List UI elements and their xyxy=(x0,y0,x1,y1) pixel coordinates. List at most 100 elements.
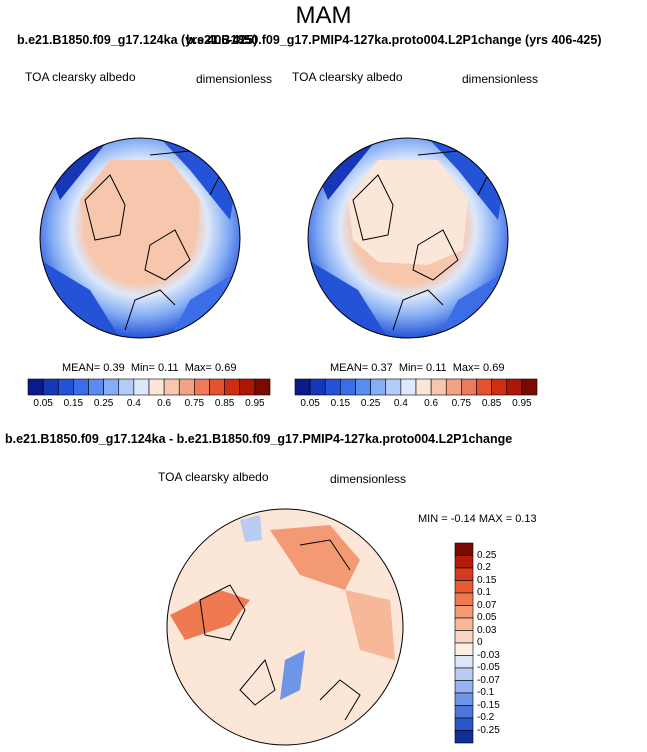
min-label: Min= xyxy=(130,362,155,374)
colorbar-swatch xyxy=(445,378,462,396)
colorbar-swatch xyxy=(57,378,74,396)
colorbar-tick-label: 0.25 xyxy=(360,398,381,409)
colorbar-tick-label: -0.1 xyxy=(477,687,495,698)
colorbar-swatch xyxy=(103,378,120,396)
panel3-units-label: dimensionless xyxy=(330,472,407,486)
colorbar-swatch xyxy=(454,655,474,669)
map3-positive-region xyxy=(170,590,250,640)
panel2-stats: MEAN= 0.37 Min= 0.11 Max= 0.69 xyxy=(330,362,504,374)
colorbar-swatch xyxy=(163,378,180,396)
colorbar-swatch xyxy=(254,378,271,396)
colorbar-swatch xyxy=(454,642,474,656)
colorbar-tick-label: 0.85 xyxy=(481,398,502,409)
colorbar-swatch xyxy=(355,378,371,396)
panel1-units-label: dimensionless xyxy=(196,72,273,86)
colorbar-swatch xyxy=(454,667,474,681)
colorbar-swatch xyxy=(476,378,492,396)
map2-coastline xyxy=(392,289,444,331)
colorbar-tick-label: 0.15 xyxy=(477,574,497,586)
colorbar-swatch xyxy=(224,378,241,396)
colorbar-swatch xyxy=(454,692,474,706)
colorbar-swatch xyxy=(454,617,474,631)
colorbar-tick-label: 0.05 xyxy=(33,398,53,409)
map3-coastline xyxy=(199,584,246,641)
colorbar-swatch xyxy=(239,378,256,396)
colorbar-swatch xyxy=(454,592,474,606)
map3-positive-region xyxy=(270,525,360,590)
colorbar-tick-label: 0.15 xyxy=(330,398,351,409)
colorbar-swatch xyxy=(133,378,150,396)
mean-label: MEAN= xyxy=(330,362,369,374)
colorbar-swatch xyxy=(521,378,538,396)
map3-coastline xyxy=(319,679,361,721)
colorbar-swatch xyxy=(506,378,523,396)
map-panel-1 xyxy=(39,137,241,339)
map3-positive-region xyxy=(345,590,395,660)
colorbar-tick-label: 0.95 xyxy=(245,398,265,409)
colorbar-swatch xyxy=(324,378,341,396)
map1-land-region xyxy=(80,160,200,265)
max-label: Max= xyxy=(452,362,480,374)
map1-coastline xyxy=(124,289,176,331)
colorbar-swatch xyxy=(461,378,477,396)
colorbar-swatch xyxy=(42,378,59,396)
colorbar-tick-label: -0.15 xyxy=(477,699,500,711)
colorbar-swatch xyxy=(294,378,311,396)
max-value: 0.69 xyxy=(483,362,505,374)
colorbar-swatch xyxy=(73,378,89,396)
min-label: MIN = xyxy=(418,513,448,525)
mean-value: 0.39 xyxy=(103,362,125,374)
min-value: 0.11 xyxy=(426,362,447,374)
map1-border xyxy=(39,137,241,339)
colorbar-swatch xyxy=(454,730,474,744)
colorbar-tick-label: 0.05 xyxy=(477,612,497,623)
colorbar-swatch xyxy=(430,378,447,396)
map3-negative-region xyxy=(240,515,262,542)
map1-coastline xyxy=(144,229,191,281)
colorbar-tick-label: 0.75 xyxy=(451,398,472,409)
colorbar-swatch xyxy=(491,378,508,396)
colorbar-swatch xyxy=(454,717,474,731)
colorbar-swatch xyxy=(454,630,474,644)
colorbar-tick-label: 0.85 xyxy=(214,398,235,409)
colorbar-tick-label: 0.1 xyxy=(477,587,491,598)
colorbar-tick-label: 0.05 xyxy=(300,398,320,409)
colorbar-swatch xyxy=(118,378,135,396)
colorbar-tick-label: 0.03 xyxy=(477,624,497,636)
colorbar-tick-label: 0.2 xyxy=(477,562,491,573)
max-value: 0.13 xyxy=(515,513,537,525)
colorbar-swatch xyxy=(27,378,44,396)
colorbar-swatch xyxy=(454,555,474,569)
colorbar-tick-label: -0.25 xyxy=(477,724,500,736)
colorbar-swatch xyxy=(454,605,474,619)
colorbar-tick-label: -0.03 xyxy=(477,649,500,661)
colorbar-swatch xyxy=(340,378,356,396)
colorbar-swatch xyxy=(209,378,225,396)
colorbar-tick-label: 0.25 xyxy=(93,398,114,409)
map-panel-3 xyxy=(166,508,404,746)
colorbar-1 xyxy=(27,378,271,396)
colorbar-tick-label: 0.95 xyxy=(512,398,532,409)
min-value: -0.14 xyxy=(450,513,476,525)
map3-border xyxy=(166,508,404,746)
max-label: MAX = xyxy=(478,513,513,525)
map-panel-2 xyxy=(307,137,509,339)
case1-title: b.e21.B1850.f09_g17.124ka (yrs 406-425) xyxy=(17,33,258,47)
colorbar-tick-label: -0.2 xyxy=(477,712,495,723)
min-value: 0.11 xyxy=(158,362,179,374)
colorbar-tick-label: 0.4 xyxy=(126,398,141,409)
case2-title: b.e21.B1850.f09_g17.PMIP4-127ka.proto004… xyxy=(186,33,602,47)
colorbar-tick-label: 0.6 xyxy=(157,398,172,409)
colorbar-3 xyxy=(454,542,474,744)
panel2-units-label: dimensionless xyxy=(462,72,539,86)
colorbar-swatch xyxy=(454,705,474,719)
colorbar-tick-label: 0.75 xyxy=(184,398,205,409)
colorbar-swatch xyxy=(194,378,210,396)
panel1-variable-label: TOA clearsky albedo xyxy=(25,70,136,84)
colorbar-swatch xyxy=(88,378,104,396)
max-value: 0.69 xyxy=(215,362,237,374)
figure-title: MAM xyxy=(295,2,352,29)
colorbar-tick-label: 0 xyxy=(477,637,483,648)
map1-coastline xyxy=(84,174,126,241)
